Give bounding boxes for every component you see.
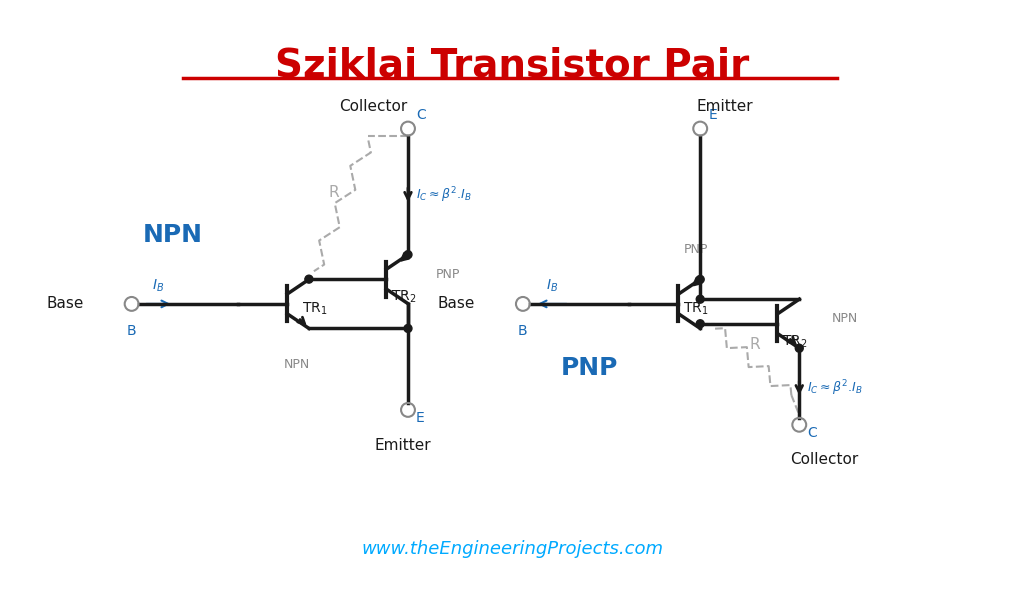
- Text: $I_C$$\approx$$\beta^2$.$I_B$: $I_C$$\approx$$\beta^2$.$I_B$: [807, 378, 862, 398]
- Text: $I_B$: $I_B$: [153, 277, 165, 294]
- Text: TR$_1$: TR$_1$: [302, 300, 328, 317]
- Text: C: C: [416, 108, 426, 122]
- Circle shape: [696, 320, 705, 327]
- Circle shape: [404, 251, 412, 259]
- Text: Base: Base: [47, 296, 84, 312]
- Text: TR$_2$: TR$_2$: [782, 333, 808, 350]
- Text: R: R: [329, 185, 339, 200]
- Text: Sziklai Transistor Pair: Sziklai Transistor Pair: [274, 47, 750, 84]
- Circle shape: [404, 325, 412, 332]
- Text: B: B: [518, 324, 527, 337]
- Text: Emitter: Emitter: [696, 99, 754, 114]
- Text: Base: Base: [438, 296, 475, 312]
- Text: PNP: PNP: [683, 243, 708, 256]
- Text: www.theEngineeringProjects.com: www.theEngineeringProjects.com: [361, 541, 663, 558]
- Circle shape: [305, 275, 313, 283]
- Text: Emitter: Emitter: [375, 438, 431, 452]
- Text: Collector: Collector: [339, 99, 408, 114]
- Text: Collector: Collector: [790, 452, 858, 468]
- Text: NPN: NPN: [831, 312, 858, 325]
- Text: B: B: [127, 324, 136, 337]
- Text: PNP: PNP: [436, 267, 460, 281]
- Text: PNP: PNP: [560, 356, 617, 380]
- Circle shape: [796, 345, 803, 352]
- Text: TR$_1$: TR$_1$: [683, 300, 709, 317]
- Text: $I_B$: $I_B$: [546, 277, 558, 294]
- Text: $I_C$$\approx$$\beta^2$.$I_B$: $I_C$$\approx$$\beta^2$.$I_B$: [416, 185, 471, 205]
- Circle shape: [696, 295, 705, 303]
- Text: NPN: NPN: [284, 358, 310, 372]
- Text: TR$_2$: TR$_2$: [391, 289, 417, 306]
- Text: E: E: [416, 411, 425, 425]
- Text: E: E: [709, 108, 717, 122]
- Text: C: C: [807, 426, 817, 440]
- Circle shape: [696, 276, 705, 283]
- Text: NPN: NPN: [143, 223, 203, 247]
- Text: R: R: [750, 337, 760, 352]
